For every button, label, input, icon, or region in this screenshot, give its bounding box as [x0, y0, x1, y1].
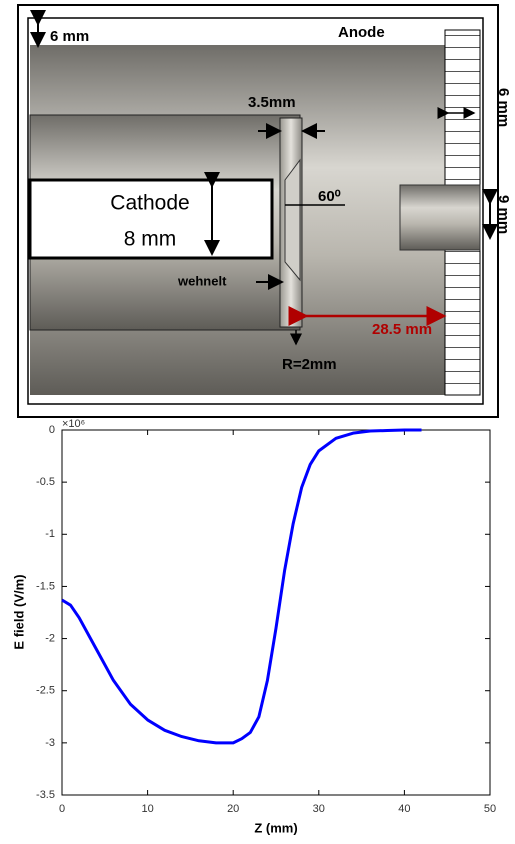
y-tick-label: -2	[45, 632, 55, 644]
aperture	[400, 185, 480, 250]
y-multiplier: ×10⁶	[62, 418, 85, 430]
y-tick-label: -3.5	[36, 789, 55, 801]
diagram: 6 mm Anode 3.5mm 6 mm 60⁰ 9 mm Cathode 8…	[18, 5, 512, 417]
y-tick-label: -3	[45, 737, 55, 749]
y-tick-label: -1.5	[36, 580, 55, 592]
label: 8 mm	[124, 228, 177, 251]
x-tick-label: 10	[141, 803, 153, 815]
x-tick-label: 50	[484, 803, 496, 815]
label: 60⁰	[318, 188, 341, 205]
x-tick-label: 0	[59, 803, 65, 815]
label: 3.5mm	[248, 94, 296, 111]
x-tick-label: 30	[313, 803, 325, 815]
y-tick-label: -0.5	[36, 476, 55, 488]
label: Anode	[338, 24, 385, 41]
y-tick-label: 0	[49, 424, 55, 436]
x-tick-label: 20	[227, 803, 239, 815]
x-axis-label: Z (mm)	[254, 820, 297, 835]
label: 6 mm	[495, 88, 512, 127]
y-tick-label: -2.5	[36, 685, 55, 697]
y-tick-label: -1	[45, 528, 55, 540]
label: wehnelt	[177, 273, 227, 288]
cone	[285, 160, 300, 280]
label: 6 mm	[50, 28, 89, 45]
label: 9 mm	[495, 195, 512, 234]
plot-area	[62, 430, 490, 795]
label: Cathode	[110, 192, 189, 215]
label: 28.5 mm	[372, 321, 432, 338]
y-axis-label: E field (V/m)	[11, 574, 26, 649]
figure: 6 mm Anode 3.5mm 6 mm 60⁰ 9 mm Cathode 8…	[0, 0, 515, 839]
label: R=2mm	[282, 356, 337, 373]
x-tick-label: 40	[398, 803, 410, 815]
chart: ×10⁶ Z (mm) E field (V/m) 0 -0.5 -1 -1.5 -2 -…	[11, 418, 496, 836]
